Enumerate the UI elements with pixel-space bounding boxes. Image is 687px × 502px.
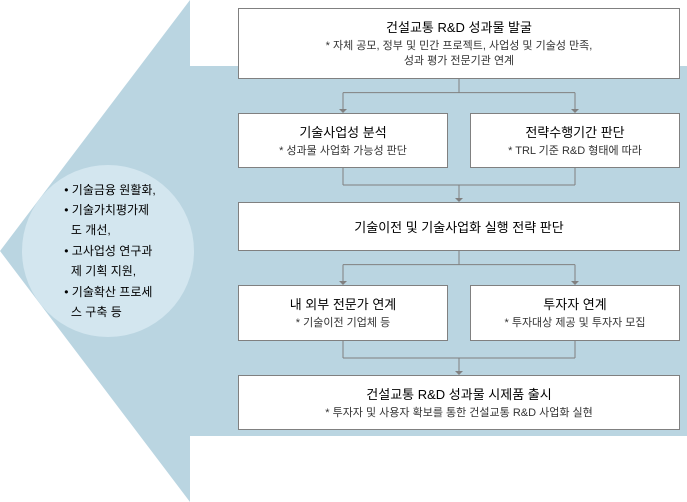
connector-split-2 <box>238 251 680 285</box>
connector-merge-1 <box>238 168 680 202</box>
flow-box-4b: 투자자 연계 * 투자대상 제공 및 투자자 모집 <box>470 285 680 340</box>
flow-box-5: 건설교통 R&D 성과물 시제품 출시 * 투자자 및 사용자 확보를 통한 건… <box>238 375 680 430</box>
flow-box-1-title: 건설교통 R&D 성과물 발굴 <box>243 17 675 36</box>
flow-row-2: 기술사업성 분석 * 성과물 사업화 가능성 판단 전략수행기간 판단 * TR… <box>238 113 680 168</box>
flow-box-2a-title: 기술사업성 분석 <box>243 122 443 141</box>
flow-box-1: 건설교통 R&D 성과물 발굴 * 자체 공모, 정부 및 민간 프로젝트, 사… <box>238 8 680 79</box>
flow-box-4b-sub: * 투자대상 제공 및 투자자 모집 <box>475 316 675 331</box>
flow-box-4a-sub: * 기술이전 기업체 등 <box>243 316 443 331</box>
flow-box-3-title: 기술이전 및 기술사업화 실행 전략 판단 <box>243 217 675 236</box>
flow-box-4a-title: 내 외부 전문가 연계 <box>243 294 443 313</box>
flow-box-2b: 전략수행기간 판단 * TRL 기준 R&D 형태에 따라 <box>470 113 680 168</box>
flow-box-2a: 기술사업성 분석 * 성과물 사업화 가능성 판단 <box>238 113 448 168</box>
flow-box-1-sub2: 성과 평가 전문기관 연계 <box>243 54 675 69</box>
flow-box-1-sub1: * 자체 공모, 정부 및 민간 프로젝트, 사업성 및 기술성 만족, <box>243 39 675 54</box>
context-circle-list: • 기술금융 원활화,• 기술가치평가제 도 개선,• 고사업성 연구과 제 기… <box>60 180 155 323</box>
flow-box-4a: 내 외부 전문가 연계 * 기술이전 기업체 등 <box>238 285 448 340</box>
context-circle: • 기술금융 원활화,• 기술가치평가제 도 개선,• 고사업성 연구과 제 기… <box>22 165 194 337</box>
flow-box-4b-title: 투자자 연계 <box>475 294 675 313</box>
flowchart: 건설교통 R&D 성과물 발굴 * 자체 공모, 정부 및 민간 프로젝트, 사… <box>238 8 680 430</box>
flow-box-5-sub: * 투자자 및 사용자 확보를 통한 건설교통 R&D 사업화 실현 <box>243 406 675 421</box>
connector-split-1 <box>238 79 680 113</box>
flow-box-2b-sub: * TRL 기준 R&D 형태에 따라 <box>475 144 675 159</box>
flow-row-4: 내 외부 전문가 연계 * 기술이전 기업체 등 투자자 연계 * 투자대상 제… <box>238 285 680 340</box>
flow-box-2b-title: 전략수행기간 판단 <box>475 122 675 141</box>
flow-box-3: 기술이전 및 기술사업화 실행 전략 판단 <box>238 202 680 251</box>
connector-merge-2 <box>238 341 680 375</box>
flow-box-5-title: 건설교통 R&D 성과물 시제품 출시 <box>243 384 675 403</box>
flow-box-2a-sub: * 성과물 사업화 가능성 판단 <box>243 144 443 159</box>
